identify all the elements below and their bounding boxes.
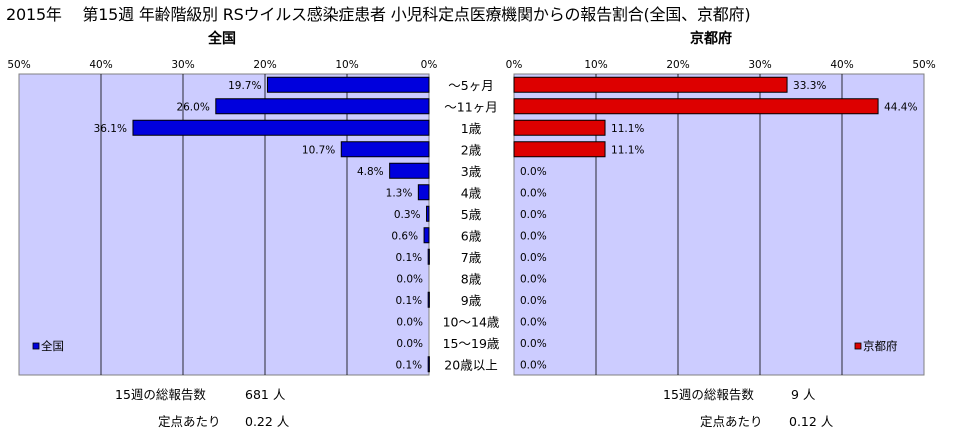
age-category-label: 3歳 bbox=[461, 164, 482, 179]
age-category-label: 6歳 bbox=[461, 228, 482, 243]
kyoto-data-label: 0.0% bbox=[520, 209, 547, 221]
national-bar bbox=[427, 248, 430, 265]
national-bar bbox=[426, 205, 430, 222]
national-tick-label: 50% bbox=[7, 59, 30, 71]
kyoto-data-label: 33.3% bbox=[793, 80, 826, 92]
national-data-label: 0.6% bbox=[391, 230, 418, 242]
national-data-label: 36.1% bbox=[94, 123, 127, 135]
age-category-label: 9歳 bbox=[461, 293, 482, 308]
national-data-label: 0.1% bbox=[395, 359, 422, 371]
kyoto-data-label: 0.0% bbox=[520, 187, 547, 199]
national-panel-title: 全国 bbox=[208, 31, 236, 47]
age-category-label: 2歳 bbox=[461, 142, 482, 157]
national-data-label: 10.7% bbox=[302, 144, 335, 156]
age-category-label: 8歳 bbox=[461, 271, 482, 286]
national-plot-area bbox=[18, 73, 430, 376]
national-data-label: 0.1% bbox=[395, 295, 422, 307]
national-tick-label: 10% bbox=[335, 59, 358, 71]
kyoto-tick-label: 30% bbox=[748, 59, 771, 71]
kyoto-legend-label: 京都府 bbox=[863, 339, 898, 353]
kyoto-data-label: 0.0% bbox=[520, 273, 547, 285]
kyoto-panel-title: 京都府 bbox=[690, 31, 732, 47]
kyoto-per-site-label: 定点あたり bbox=[700, 414, 763, 429]
national-bar bbox=[389, 162, 430, 179]
national-tick-label: 0% bbox=[421, 59, 438, 71]
national-legend-label: 全国 bbox=[41, 339, 64, 353]
national-bar bbox=[427, 356, 430, 373]
national-bar bbox=[215, 98, 430, 115]
kyoto-tick-label: 10% bbox=[584, 59, 607, 71]
kyoto-bar bbox=[513, 76, 788, 93]
national-total-label: 15週の総報告数 bbox=[115, 387, 206, 402]
national-data-label: 0.0% bbox=[396, 316, 423, 328]
kyoto-data-label: 0.0% bbox=[520, 295, 547, 307]
national-data-label: 4.8% bbox=[357, 166, 384, 178]
kyoto-legend-swatch bbox=[854, 342, 862, 350]
age-category-label: 7歳 bbox=[461, 250, 482, 265]
kyoto-tick-label: 0% bbox=[506, 59, 523, 71]
kyoto-data-label: 0.0% bbox=[520, 230, 547, 242]
national-data-label: 26.0% bbox=[176, 101, 209, 113]
kyoto-bar bbox=[513, 141, 606, 158]
national-per-site-label: 定点あたり bbox=[158, 414, 221, 429]
kyoto-total-label: 15週の総報告数 bbox=[663, 387, 754, 402]
age-category-label: 4歳 bbox=[461, 185, 482, 200]
national-data-label: 19.7% bbox=[228, 80, 261, 92]
national-tick-label: 40% bbox=[89, 59, 112, 71]
kyoto-data-label: 0.0% bbox=[520, 316, 547, 328]
age-distribution-chart: 0% 0% 10% 10% 20% 20% 30% 30% 40% 40% 50% 50% 19.7% 3… bbox=[7, 59, 936, 376]
national-per-site-value: 0.22 人 bbox=[245, 414, 290, 429]
national-data-label: 0.3% bbox=[394, 209, 421, 221]
age-category-label: 15～19歳 bbox=[443, 336, 500, 351]
page-title: 2015年 第15週 年齢階級別 RSウイルス感染症患者 小児科定点医療機関から… bbox=[6, 5, 751, 24]
kyoto-per-site-value: 0.12 人 bbox=[789, 414, 834, 429]
national-data-label: 1.3% bbox=[386, 187, 413, 199]
kyoto-plot-area bbox=[513, 73, 925, 376]
kyoto-tick-label: 40% bbox=[830, 59, 853, 71]
age-category-label: 5歳 bbox=[461, 207, 482, 222]
kyoto-data-label: 44.4% bbox=[884, 101, 917, 113]
age-category-label: 20歳以上 bbox=[444, 357, 497, 372]
national-bar bbox=[427, 291, 430, 308]
kyoto-data-label: 0.0% bbox=[520, 359, 547, 371]
age-category-label: ～5ヶ月 bbox=[448, 78, 493, 93]
national-bar bbox=[423, 227, 430, 244]
national-data-label: 0.0% bbox=[396, 338, 423, 350]
national-bar bbox=[417, 184, 430, 201]
national-bar bbox=[340, 141, 430, 158]
kyoto-total-value: 9 人 bbox=[791, 387, 816, 402]
national-legend-swatch bbox=[32, 342, 40, 350]
national-data-label: 0.0% bbox=[396, 273, 423, 285]
age-category-label: ～11ヶ月 bbox=[444, 99, 497, 114]
kyoto-data-label: 11.1% bbox=[611, 144, 644, 156]
national-bar bbox=[132, 119, 430, 136]
national-data-label: 0.1% bbox=[395, 252, 422, 264]
age-category-label: 10～14歳 bbox=[443, 314, 500, 329]
national-tick-label: 30% bbox=[171, 59, 194, 71]
kyoto-data-label: 0.0% bbox=[520, 166, 547, 178]
kyoto-data-label: 0.0% bbox=[520, 338, 547, 350]
national-bar bbox=[266, 76, 430, 93]
kyoto-tick-label: 50% bbox=[912, 59, 935, 71]
national-total-value: 681 人 bbox=[245, 387, 286, 402]
kyoto-data-label: 0.0% bbox=[520, 252, 547, 264]
kyoto-data-label: 11.1% bbox=[611, 123, 644, 135]
kyoto-bar bbox=[513, 98, 879, 115]
national-tick-label: 20% bbox=[253, 59, 276, 71]
kyoto-bar bbox=[513, 119, 606, 136]
kyoto-tick-label: 20% bbox=[666, 59, 689, 71]
age-category-label: 1歳 bbox=[461, 121, 482, 136]
